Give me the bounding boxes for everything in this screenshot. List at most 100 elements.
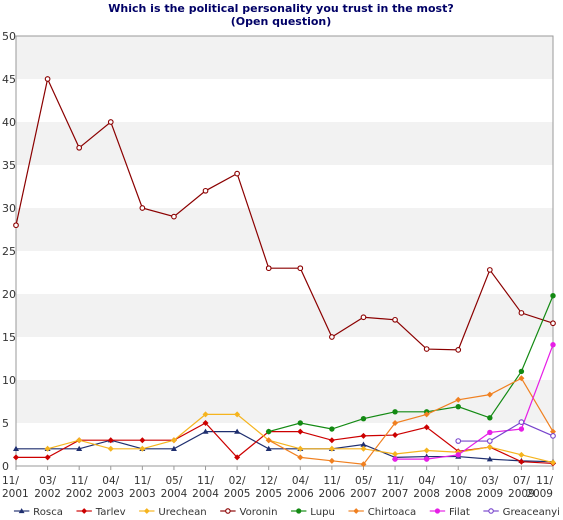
x-tick-label: 2003 [129, 488, 156, 500]
urechean-point [486, 444, 493, 451]
tarlev-point [44, 454, 51, 461]
legend-item-greaceanyi: Greaceanyi [483, 507, 560, 518]
tarlev-point [423, 424, 430, 431]
legend-item-tarlev: Tarlev [76, 507, 126, 518]
x-axis: 11/200103/200211/200204/200311/200305/20… [2, 466, 554, 500]
legend-label-voronin: Voronin [239, 507, 277, 518]
urechean-point [170, 437, 177, 444]
x-tick-label: 2003 [97, 488, 124, 500]
x-tick-label: 11/ [197, 475, 214, 487]
series-group [13, 76, 556, 468]
grid-band [16, 208, 553, 251]
x-tick-label: 07/ [513, 475, 530, 487]
y-tick-label: 50 [2, 30, 16, 43]
lupu-point [329, 426, 335, 432]
x-tick-label: 02/ [229, 475, 246, 487]
voronin-point [44, 76, 51, 82]
voronin-point [550, 320, 556, 327]
rosca-point [234, 428, 241, 434]
legend-rosca-point [18, 508, 25, 514]
urechean-point [202, 411, 209, 418]
chirtoaca-point [455, 396, 462, 403]
urechean-point [550, 459, 556, 466]
x-tick-label: 04/ [102, 475, 119, 487]
plot-area [15, 35, 554, 467]
x-tick-label: 2009 [526, 488, 553, 500]
x-tick-label: 11/ [323, 475, 340, 487]
chirtoaca-point [423, 411, 430, 418]
x-tick-label: 2001 [2, 488, 29, 500]
legend-label-greaceanyi: Greaceanyi [503, 507, 560, 518]
legend-label-lupu: Lupu [310, 507, 335, 518]
urechean-point [518, 451, 525, 458]
x-tick-label: 11/ [71, 475, 88, 487]
x-tick-label: 2009 [476, 488, 503, 500]
tarlev-point [297, 428, 304, 435]
greaceanyi-point [550, 433, 556, 439]
x-tick-label: 2002 [34, 488, 61, 500]
rosca-point [202, 428, 209, 434]
y-tick-label: 0 [2, 460, 9, 473]
legend-item-lupu: Lupu [291, 507, 335, 518]
voronin-point [76, 144, 83, 151]
x-tick-label: 11/ [536, 475, 553, 487]
lupu-point [550, 293, 556, 299]
x-tick-label: 05/ [355, 475, 372, 487]
legend-label-chirtoaca: Chirtoaca [368, 507, 417, 518]
legend-label-tarlev: Tarlev [95, 507, 126, 518]
y-tick-label: 20 [2, 288, 16, 301]
chirtoaca-point [360, 461, 367, 468]
tarlev-point [328, 437, 335, 444]
tarlev-point [360, 432, 367, 439]
grid-band [16, 122, 553, 165]
legend-item-voronin: Voronin [220, 507, 278, 518]
y-tick-label: 15 [2, 331, 16, 344]
voronin-point [486, 267, 493, 273]
x-tick-label: 04/ [292, 475, 309, 487]
chirtoaca-point [297, 454, 304, 461]
x-tick-label: 03/ [39, 475, 56, 487]
legend-chirtoaca-point [353, 508, 360, 514]
y-tick-label: 30 [2, 202, 16, 215]
lupu-point [392, 409, 398, 415]
voronin-point [297, 265, 304, 272]
x-tick-label: 2002 [66, 488, 93, 500]
legend-item-urechean: Urechean [139, 507, 207, 518]
legend: Rosca Tarlev Urechean Voronin Lupu Chirtoaca F… [13, 507, 560, 518]
chart-subtitle: (Open question) [231, 15, 332, 28]
y-tick-label: 35 [2, 159, 16, 172]
lupu-point [487, 415, 493, 421]
lupu-point [297, 420, 303, 426]
x-tick-label: 12/ [260, 475, 277, 487]
rosca-point [76, 445, 83, 451]
tarlev-point [518, 458, 525, 465]
rosca-point [486, 456, 493, 462]
urechean-point [234, 411, 241, 418]
filat-point [518, 426, 525, 432]
y-tick-label: 5 [2, 417, 9, 430]
series-line-greaceanyi [458, 421, 554, 442]
grid-bands [16, 36, 553, 423]
legend-filat-point [434, 508, 441, 514]
voronin-point [171, 213, 177, 220]
series-greaceanyi [455, 419, 556, 444]
series-line-voronin [15, 77, 554, 351]
x-tick-label: 11/ [134, 475, 151, 487]
urechean-point [44, 445, 51, 452]
legend-item-filat: Filat [429, 507, 470, 518]
tarlev-point [139, 437, 146, 444]
voronin-point [392, 316, 398, 323]
voronin-point [518, 310, 525, 316]
legend-label-urechean: Urechean [158, 507, 206, 518]
chart-title: Which is the political personality you t… [108, 2, 453, 15]
legend-item-chirtoaca: Chirtoaca [348, 507, 416, 518]
urechean-point [297, 445, 304, 452]
x-tick-label: 2004 [161, 488, 188, 500]
y-axis: 0 5 10 15 20 25 30 35 40 45 50 [2, 30, 16, 473]
rosca-point [360, 441, 367, 447]
legend-label-filat: Filat [449, 507, 470, 518]
chirtoaca-point [518, 375, 525, 382]
legend-urechean-point [143, 508, 150, 514]
urechean-point [360, 445, 367, 452]
x-tick-label: 2008 [445, 488, 472, 500]
